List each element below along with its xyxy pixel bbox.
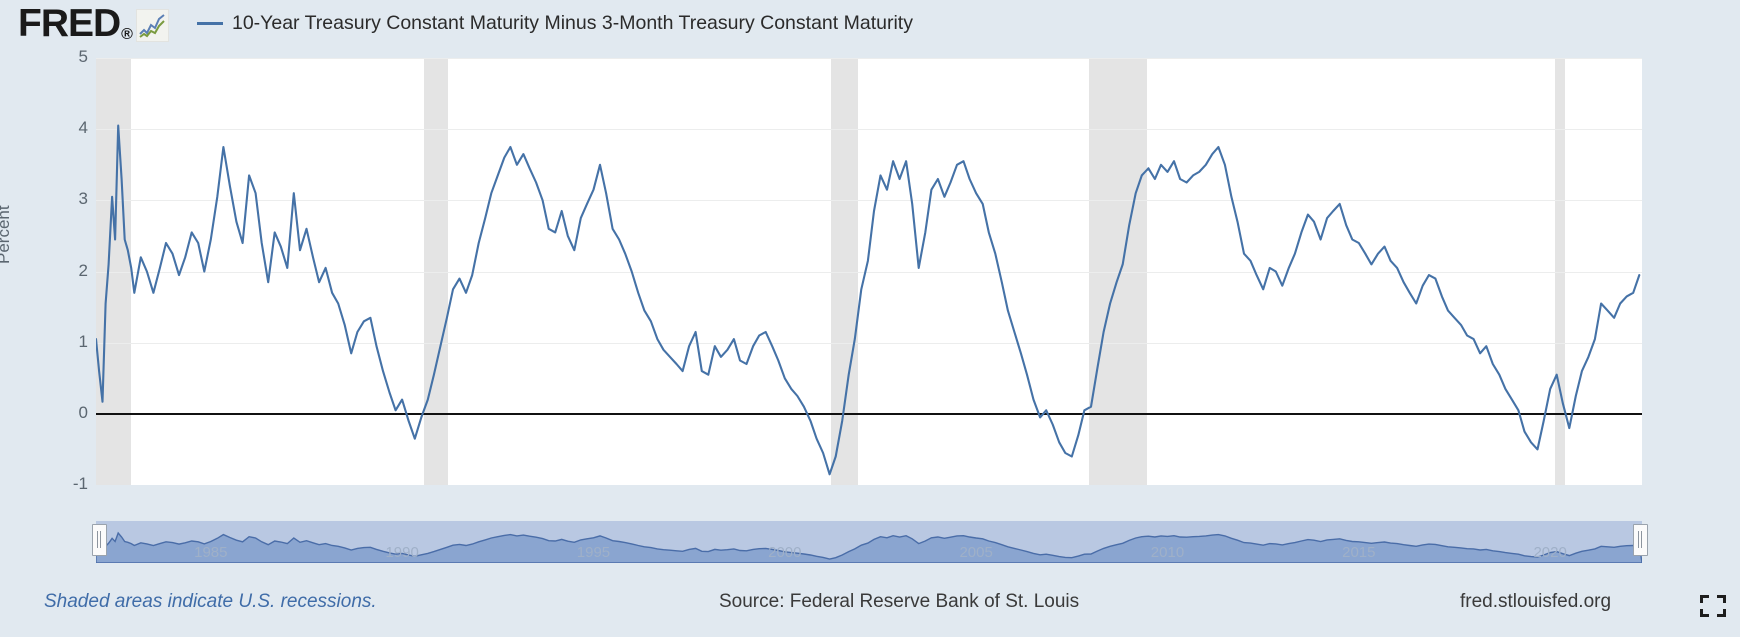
navigator-year-label: 2010 xyxy=(1150,544,1185,561)
gridline xyxy=(96,200,1642,202)
navigator-year-label: 2005 xyxy=(959,544,993,561)
navigator-year-label: 1990 xyxy=(385,544,419,561)
y-axis-title: Percent xyxy=(0,205,13,264)
legend-color-swatch xyxy=(196,21,223,25)
gridline xyxy=(96,342,1642,344)
recession-note: Shaded areas indicate U.S. recessions. xyxy=(44,591,377,612)
legend-series-label[interactable]: 10-Year Treasury Constant Maturity Minus… xyxy=(231,11,913,34)
series-line-10y-minus-3m xyxy=(96,124,1641,476)
y-axis-tick-label: 3 xyxy=(78,189,88,209)
gridline xyxy=(96,58,1642,59)
navigator-year-label: 1985 xyxy=(194,544,228,561)
chart-header: FRED ® 10-Year Treasury Constant Maturit… xyxy=(0,0,1740,46)
source-note: Source: Federal Reserve Bank of St. Loui… xyxy=(719,591,1080,612)
navigator-series-preview xyxy=(96,531,1642,563)
chart-plot-area[interactable] xyxy=(96,58,1642,485)
navigator-year-label: 2015 xyxy=(1342,544,1376,561)
gridline xyxy=(96,129,1642,131)
registered-mark: ® xyxy=(121,25,133,43)
y-axis-tick-label: 1 xyxy=(78,331,88,351)
fred-logo[interactable]: FRED ® xyxy=(18,4,169,43)
gridline xyxy=(96,271,1642,273)
navigator-year-label: 1995 xyxy=(576,544,611,561)
navigator-year-label: 2000 xyxy=(768,544,802,561)
y-axis-tick-label: 2 xyxy=(78,260,88,280)
chart-plot-wrapper: Percent 5 4 3 2 1 0 -1 1985 1990 1995 2000 2005 201… xyxy=(0,46,1740,559)
y-axis-tick-label: 5 xyxy=(78,47,88,66)
y-axis-tick-label: -1 xyxy=(72,474,88,493)
navigator-year-label: 2020 xyxy=(1533,544,1567,561)
chart-range-navigator[interactable]: 1985 1990 1995 2000 2005 2010 2015 2020 xyxy=(92,521,1648,563)
navigator-left-handle[interactable] xyxy=(92,524,107,556)
site-url-note: fred.stlouisfed.org xyxy=(1460,591,1612,612)
fred-wordmark: FRED xyxy=(18,1,121,45)
navigator-right-handle[interactable] xyxy=(1633,524,1648,556)
fullscreen-icon[interactable] xyxy=(1700,595,1726,617)
sparkline-icon xyxy=(135,8,169,42)
y-axis-tick-label: 4 xyxy=(78,118,88,138)
zero-baseline xyxy=(96,412,1642,415)
chart-legend: 10-Year Treasury Constant Maturity Minus… xyxy=(196,11,913,35)
chart-footer: Shaded areas indicate U.S. recessions. S… xyxy=(0,575,1740,637)
y-axis-tick-label: 0 xyxy=(78,402,88,422)
